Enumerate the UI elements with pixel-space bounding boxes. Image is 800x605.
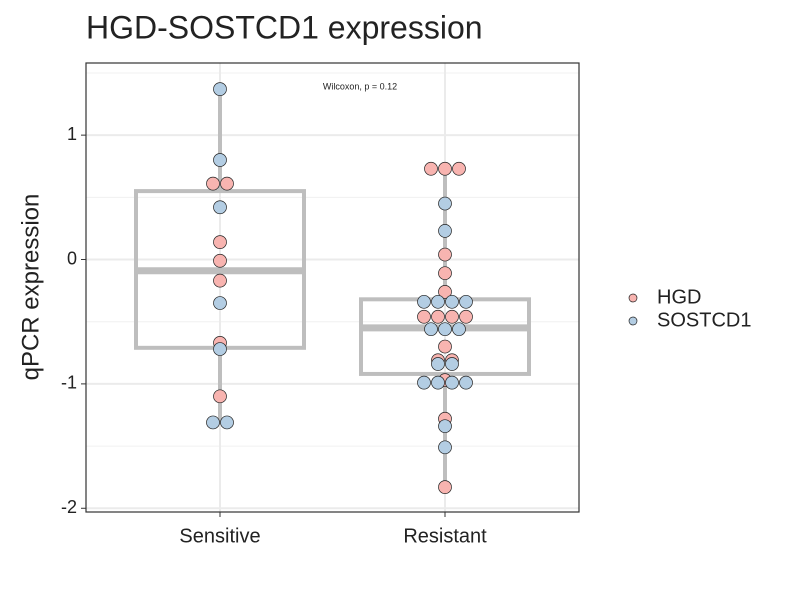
dot [417,309,431,324]
dot [213,342,227,356]
dot [438,266,452,281]
dot [417,294,431,309]
dot [417,375,431,390]
dot [206,415,220,430]
dot [213,200,227,215]
dot [424,322,438,337]
dot [438,196,452,211]
chart-title: HGD-SOSTCD1 expression [86,9,483,45]
x-tick-label: Sensitive [179,525,260,547]
dot [438,339,452,354]
dot [213,235,227,249]
dot [431,309,445,324]
dot [445,294,459,309]
dot [438,161,452,176]
dot [452,161,466,176]
dot [445,375,459,390]
y-tick-label: 1 [67,124,77,144]
dot [438,247,452,262]
dot [213,389,227,404]
legend-swatch [628,316,638,326]
dot [431,357,445,371]
y-tick-label: -2 [61,497,77,517]
legend-swatch [628,293,638,303]
dot [459,294,473,309]
dot [459,309,473,324]
dot [213,273,227,288]
dot [459,375,473,390]
legend-label: HGD [657,286,701,308]
dot [431,294,445,309]
dot [206,176,220,191]
dot [438,285,452,299]
dot [213,253,227,268]
dot [220,415,234,430]
legend-label: SOSTCD1 [657,309,751,331]
y-axis-label: qPCR expression [17,194,44,381]
dot [438,480,452,494]
dot [438,440,452,455]
dot [213,153,227,167]
dot [220,176,234,191]
dot [213,296,227,310]
dot [424,161,438,176]
dot [438,419,452,434]
x-tick-label: Resistant [403,525,487,547]
dot [445,357,459,371]
dot [452,322,466,337]
dot [445,309,459,324]
dot [213,82,227,96]
dot [431,375,445,390]
y-tick-label: 0 [67,248,77,268]
annotation: Wilcoxon, p = 0.12 [323,81,397,91]
plot-border [85,62,580,513]
dot [438,224,452,238]
y-tick-label: -1 [61,373,77,393]
dot [438,322,452,337]
